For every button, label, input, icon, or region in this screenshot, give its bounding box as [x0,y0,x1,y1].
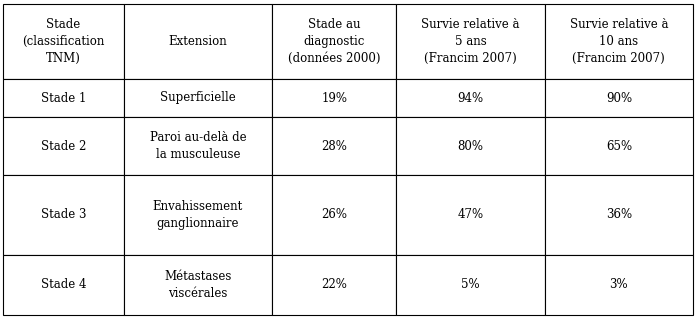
Bar [124,255,272,315]
Text: 94%: 94% [457,92,484,105]
Bar [3,79,124,117]
Bar [3,175,124,255]
Bar [545,117,693,175]
Bar [124,79,272,117]
Bar [272,117,396,175]
Text: 80%: 80% [457,140,484,153]
Bar [396,175,545,255]
Bar [272,79,396,117]
Bar [545,255,693,315]
Text: Stade 2: Stade 2 [40,140,86,153]
Bar [272,4,396,79]
Text: 36%: 36% [606,209,632,221]
Text: Stade 1: Stade 1 [40,92,86,105]
Bar [272,175,396,255]
Bar [396,255,545,315]
Bar [3,117,124,175]
Text: Survie relative à
10 ans
(Francim 2007): Survie relative à 10 ans (Francim 2007) [569,18,668,65]
Text: 90%: 90% [606,92,632,105]
Text: 65%: 65% [606,140,632,153]
Bar [3,4,124,79]
Bar [124,4,272,79]
Text: Extension: Extension [168,35,228,48]
Bar [545,4,693,79]
Text: 47%: 47% [457,209,484,221]
Bar [124,117,272,175]
Text: Métastases
viscérales: Métastases viscérales [164,270,232,300]
Text: 28%: 28% [322,140,347,153]
Bar [272,255,396,315]
Bar [396,79,545,117]
Text: 19%: 19% [321,92,347,105]
Text: 3%: 3% [610,278,628,292]
Bar [396,4,545,79]
Bar [396,117,545,175]
Text: Stade au
diagnostic
(données 2000): Stade au diagnostic (données 2000) [288,18,381,65]
Text: 22%: 22% [322,278,347,292]
Bar [124,175,272,255]
Text: 5%: 5% [461,278,480,292]
Bar [545,79,693,117]
Bar [3,255,124,315]
Text: Paroi au-delà de
la musculeuse: Paroi au-delà de la musculeuse [150,131,246,161]
Text: Stade 3: Stade 3 [40,209,86,221]
Text: Stade 4: Stade 4 [40,278,86,292]
Text: Envahissement
ganglionnaire: Envahissement ganglionnaire [153,200,243,230]
Text: Survie relative à
5 ans
(Francim 2007): Survie relative à 5 ans (Francim 2007) [421,18,520,65]
Text: Superficielle: Superficielle [160,92,236,105]
Bar [545,175,693,255]
Text: 26%: 26% [321,209,347,221]
Text: Stade
(classification
TNM): Stade (classification TNM) [22,18,104,65]
